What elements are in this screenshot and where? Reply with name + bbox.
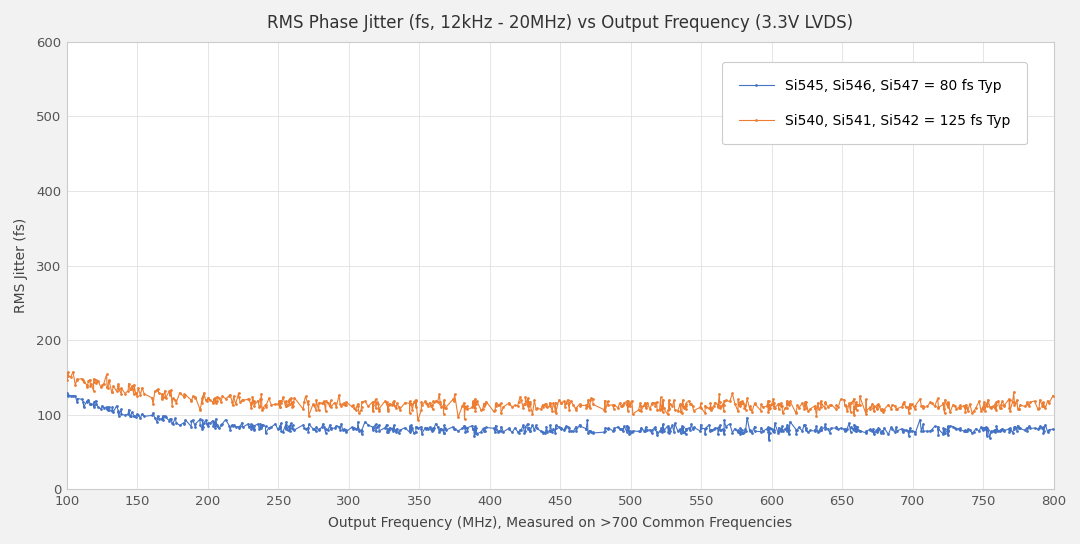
Si540, Si541, Si542 = 125 fs Typ bbox=[411, 417, 424, 424]
Si540, Si541, Si542 = 125 fs Typ bbox=[1047, 392, 1059, 399]
Si540, Si541, Si542 = 125 fs Typ bbox=[60, 376, 73, 383]
Si545, Si546, Si547 = 80 fs Typ bbox=[1047, 426, 1059, 432]
Si540, Si541, Si542 = 125 fs Typ bbox=[717, 408, 730, 415]
Title: RMS Phase Jitter (fs, 12kHz - 20MHz) vs Output Frequency (3.3V LVDS): RMS Phase Jitter (fs, 12kHz - 20MHz) vs … bbox=[267, 14, 853, 32]
Si545, Si546, Si547 = 80 fs Typ bbox=[351, 419, 364, 425]
Si545, Si546, Si547 = 80 fs Typ bbox=[60, 390, 73, 397]
Si540, Si541, Si542 = 125 fs Typ bbox=[67, 368, 80, 375]
Si545, Si546, Si547 = 80 fs Typ bbox=[954, 425, 967, 431]
Si540, Si541, Si542 = 125 fs Typ bbox=[312, 399, 325, 406]
Si545, Si546, Si547 = 80 fs Typ bbox=[715, 426, 728, 433]
Line: Si540, Si541, Si542 = 125 fs Typ: Si540, Si541, Si542 = 125 fs Typ bbox=[66, 370, 1054, 422]
Si545, Si546, Si547 = 80 fs Typ bbox=[387, 428, 400, 434]
Si545, Si546, Si547 = 80 fs Typ bbox=[762, 437, 775, 443]
Si540, Si541, Si542 = 125 fs Typ bbox=[387, 399, 400, 406]
Legend: Si545, Si546, Si547 = 80 fs Typ, Si540, Si541, Si542 = 125 fs Typ: Si545, Si546, Si547 = 80 fs Typ, Si540, … bbox=[723, 62, 1027, 144]
Si540, Si541, Si542 = 125 fs Typ bbox=[834, 396, 847, 403]
Y-axis label: RMS Jitter (fs): RMS Jitter (fs) bbox=[14, 218, 28, 313]
Line: Si545, Si546, Si547 = 80 fs Typ: Si545, Si546, Si547 = 80 fs Typ bbox=[66, 392, 1054, 441]
X-axis label: Output Frequency (MHz), Measured on >700 Common Frequencies: Output Frequency (MHz), Measured on >700… bbox=[328, 516, 793, 530]
Si540, Si541, Si542 = 125 fs Typ bbox=[954, 405, 967, 411]
Si540, Si541, Si542 = 125 fs Typ bbox=[353, 410, 366, 417]
Si545, Si546, Si547 = 80 fs Typ bbox=[832, 426, 845, 432]
Si545, Si546, Si547 = 80 fs Typ bbox=[312, 427, 325, 434]
